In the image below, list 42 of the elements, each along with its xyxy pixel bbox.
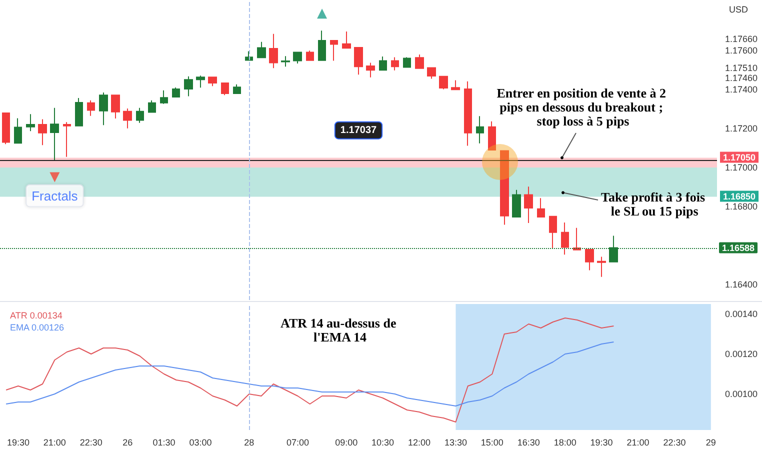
annotation: Take profit à 3 fois le SL ou 15 pips	[600, 190, 706, 218]
text: ATR 0.00134	[10, 310, 62, 320]
x-tick-label: 13:30	[444, 438, 467, 448]
y-tick-label: 1.17600	[725, 46, 758, 56]
y-tick-label: 0.00140	[725, 309, 758, 319]
y-tick-label: 1.16800	[725, 201, 758, 212]
ref-line-label: 1.16588	[722, 242, 755, 253]
y-axis-title: USD	[729, 4, 748, 14]
y-tick-label: 1.17200	[725, 124, 758, 134]
x-tick-label: 18:00	[554, 438, 576, 448]
x-tick-label: 21:00	[626, 438, 650, 448]
y-tick-label: 1.17660	[725, 34, 758, 44]
y-tick-label: 1.16400	[725, 279, 758, 290]
x-tick-label: 22:30	[663, 438, 686, 448]
x-tick-label: 21:00	[43, 438, 66, 448]
band-label: 1.16850	[723, 191, 756, 202]
y-tick-label: 0.00120	[725, 349, 758, 359]
y-tick-label: 1.17460	[725, 72, 758, 83]
ref-line-label: 1.17037	[340, 124, 378, 136]
x-tick-label: 03:00	[189, 438, 212, 448]
x-tick-label: 19:30	[6, 438, 30, 448]
y-tick-label: 1.17000	[725, 162, 758, 173]
x-tick-label: 15:00	[480, 438, 504, 448]
y-tick-label: 1.17400	[725, 84, 758, 95]
x-tick-label: 16:30	[517, 438, 540, 448]
text: EMA 0.00126	[10, 322, 64, 332]
band-label: 1.17050	[723, 152, 756, 162]
y-tick-label: 0.00100	[725, 389, 758, 399]
x-tick-label: 09:00	[335, 438, 358, 448]
annotation: Entrer en position de vente à 2 pips en dessous du breakout ; stop loss à 5 pips	[496, 86, 670, 128]
x-tick-label: 29	[706, 438, 716, 448]
x-tick-label: 12:00	[408, 438, 431, 448]
y-tick-label: 1.17510	[725, 63, 758, 74]
x-tick-label: 19:30	[590, 438, 613, 448]
x-tick-label: 10:30	[372, 438, 394, 448]
annotation: ATR 14 au-dessus de l'EMA 14	[280, 316, 400, 344]
x-tick-label: 26	[122, 438, 133, 448]
x-tick-label: 22:30	[80, 438, 102, 448]
x-tick-label: 01:30	[152, 438, 176, 448]
x-tick-label: 28	[244, 438, 254, 448]
x-tick-label: 07:00	[286, 438, 310, 448]
series-label: Fractals	[32, 188, 78, 204]
